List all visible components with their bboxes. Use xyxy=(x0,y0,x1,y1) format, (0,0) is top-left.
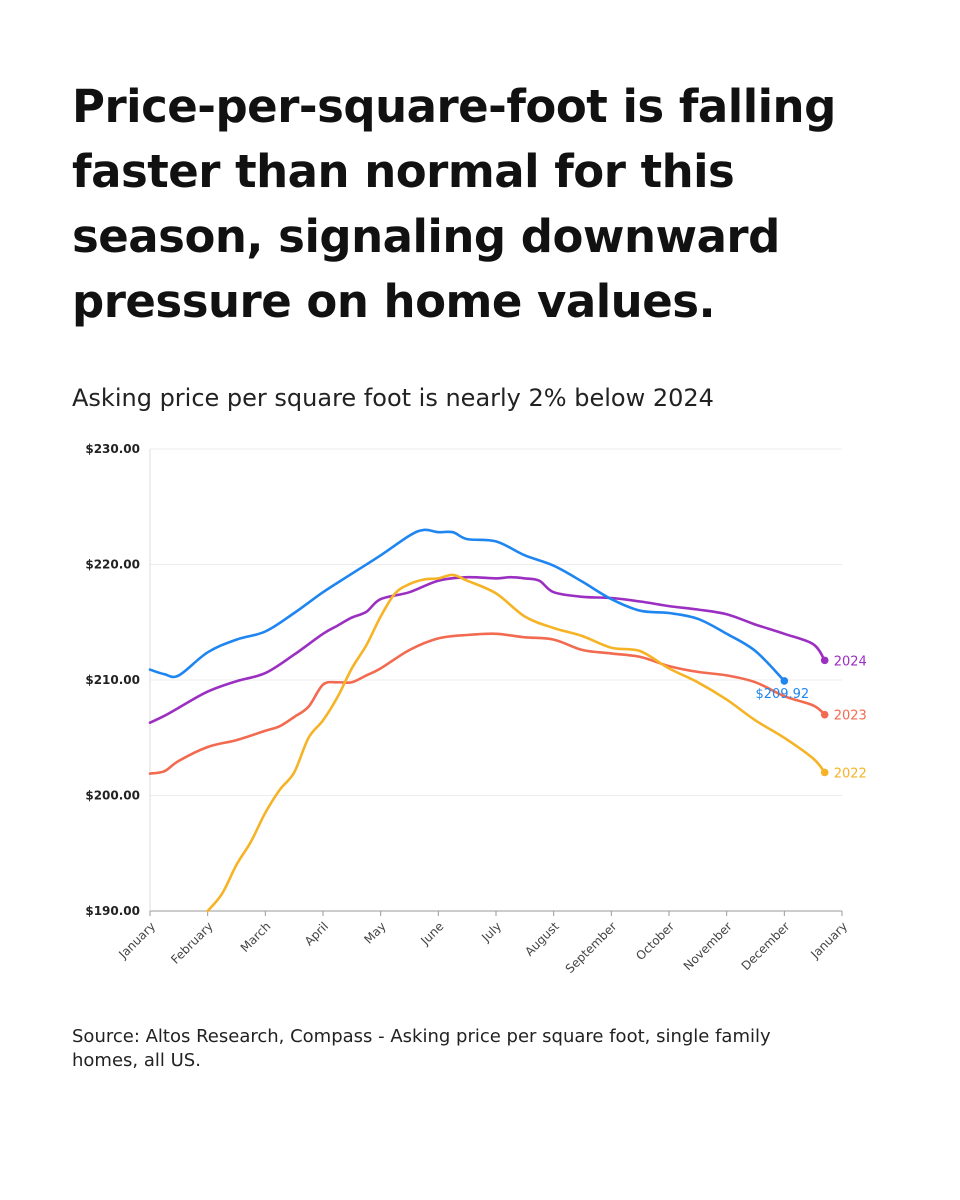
headline: Price-per-square-foot is falling faster … xyxy=(72,80,836,328)
y-tick-label: $220.00 xyxy=(85,558,140,572)
x-axis-ticks: January February March April May June July Augu… xyxy=(115,911,850,976)
series-end-point-2024 xyxy=(820,656,829,665)
series-line-2022 xyxy=(206,573,826,913)
series-end-labels: 2024 $209.92 2023 2022 xyxy=(755,654,866,781)
y-tick-label: $210.00 xyxy=(85,673,140,687)
series-end-label-2024: 2024 xyxy=(834,654,867,669)
series-end-point-2022 xyxy=(820,768,829,777)
series-line-2023 xyxy=(148,632,826,775)
x-tick-label: June xyxy=(417,919,446,948)
price-per-sqft-line-chart: $190.00 $200.00 $210.00 $220.00 $230.00 Janu… xyxy=(85,442,866,976)
x-tick-label: October xyxy=(633,919,677,963)
series-line-2025 xyxy=(148,528,786,683)
x-tick-label: January xyxy=(807,919,850,962)
series-line-2024 xyxy=(148,575,826,724)
series-end-label-2025: $209.92 xyxy=(755,687,809,702)
source-note: Source: Altos Research, Compass - Asking… xyxy=(72,1026,771,1071)
y-tick-label: $190.00 xyxy=(85,904,140,918)
x-tick-label: November xyxy=(681,919,735,973)
x-tick-label: July xyxy=(478,919,504,945)
x-tick-label: May xyxy=(361,919,388,946)
series-lines xyxy=(148,528,829,913)
y-tick-label: $200.00 xyxy=(85,789,140,803)
x-tick-label: January xyxy=(115,919,158,962)
gridlines xyxy=(149,448,842,912)
x-tick-label: March xyxy=(238,919,274,955)
chart-subtitle: Asking price per square foot is nearly 2… xyxy=(72,384,714,412)
series-end-label-2022: 2022 xyxy=(834,766,867,781)
series-end-point-2023 xyxy=(820,710,829,719)
x-tick-label: February xyxy=(168,919,216,967)
x-tick-label: August xyxy=(522,919,562,959)
series-end-point-2025 xyxy=(780,677,789,685)
x-tick-label: September xyxy=(563,919,620,976)
series-end-label-2023: 2023 xyxy=(834,709,867,724)
y-tick-label: $230.00 xyxy=(85,442,140,456)
x-tick-label: April xyxy=(302,919,331,948)
y-axis-ticks: $190.00 $200.00 $210.00 $220.00 $230.00 xyxy=(85,442,140,918)
x-tick-label: December xyxy=(739,919,793,973)
